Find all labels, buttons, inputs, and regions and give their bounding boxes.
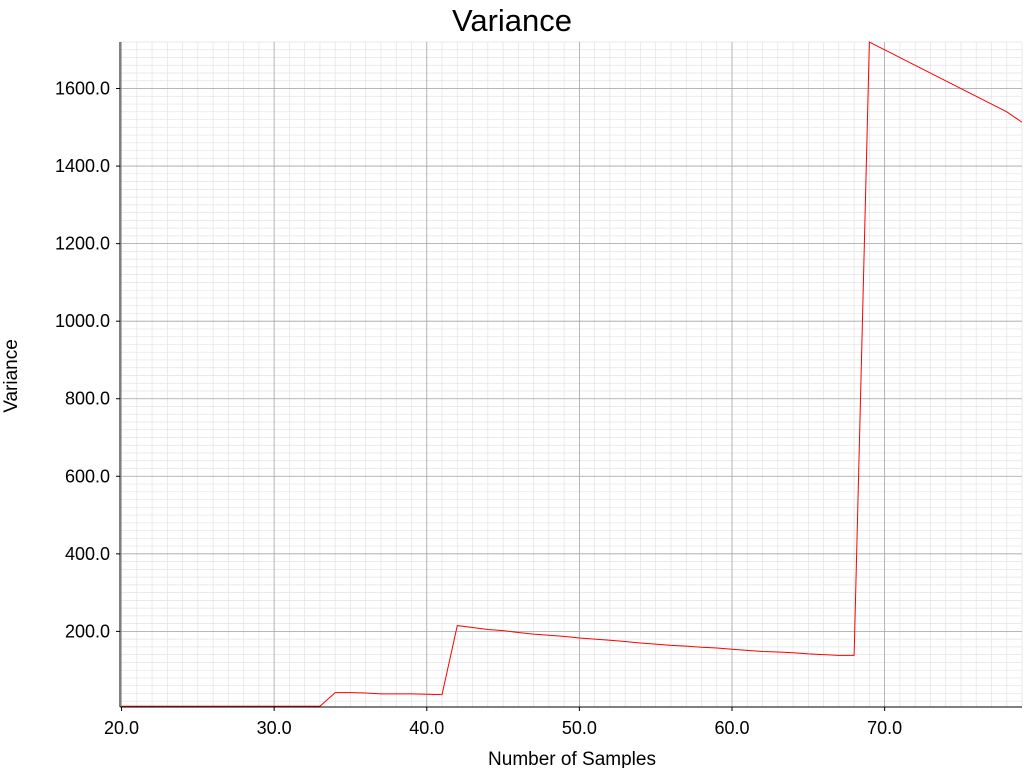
y-tick-label: 800.0 [65,389,110,409]
axes [116,42,1022,711]
x-tick-labels: 20.0 30.0 40.0 50.0 60.0 70.0 [104,718,902,738]
x-tick-label: 60.0 [714,718,749,738]
y-axis-label: Variance [1,339,22,413]
y-tick-label: 1600.0 [55,79,110,99]
x-tick-label: 50.0 [562,718,597,738]
series-line-0 [121,41,1023,707]
y-tick-label: 600.0 [65,466,110,486]
x-axis-label: Number of Samples [488,749,656,768]
x-tick-label: 30.0 [257,718,292,738]
y-tick-label: 1400.0 [55,156,110,176]
y-tick-label: 200.0 [65,621,110,641]
y-tick-label: 1200.0 [55,234,110,254]
x-tick-label: 70.0 [867,718,902,738]
x-tick-label: 20.0 [104,718,139,738]
y-tick-label: 1000.0 [55,311,110,331]
chart-title: Variance [452,3,572,38]
minor-gridlines [120,41,1023,707]
y-tick-labels: 200.0 400.0 600.0 800.0 1000.0 1200.0 1400.0 16… [55,79,110,642]
major-gridlines [120,42,1022,707]
x-tick-label: 40.0 [409,718,444,738]
series-layer [121,41,1023,707]
y-tick-label: 400.0 [65,544,110,564]
